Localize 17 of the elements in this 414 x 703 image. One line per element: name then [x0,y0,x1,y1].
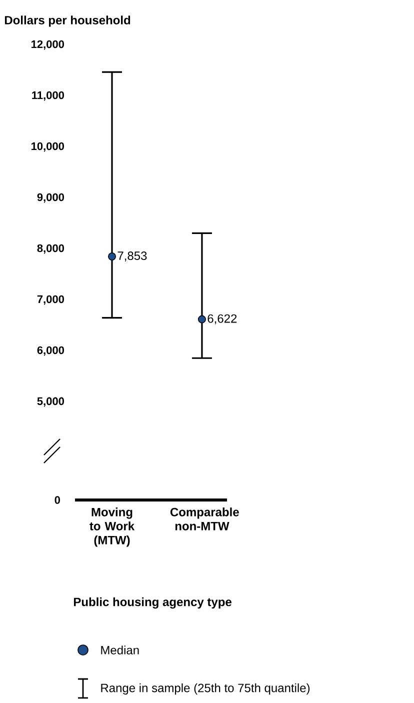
category-label: Comparable non-MTW [170,508,239,530]
y-tick-label: 6,000 [37,346,64,356]
y-axis-title: Dollars per household [4,16,130,27]
text: 0 [54,496,60,504]
y-tick-label: 5,000 [37,397,64,407]
y-tick-label: 7,000 [37,295,64,305]
data-label: 6,622 [208,314,237,324]
y-tick-label: 8,000 [37,244,64,254]
y-tick-label: 12,000 [31,40,64,50]
y-tick-label: 11,000 [32,91,64,101]
y-tick-label: 9,000 [37,193,64,203]
legend-label: Median [101,646,139,654]
data-label: 7,853 [118,252,147,262]
text: Public housing agency type [74,597,232,609]
category-label: Moving to Work (MTW) [90,508,135,547]
text: Range in sample (25th to 75th quantile) [101,683,310,695]
y-tick-label: 10,000 [31,142,64,152]
